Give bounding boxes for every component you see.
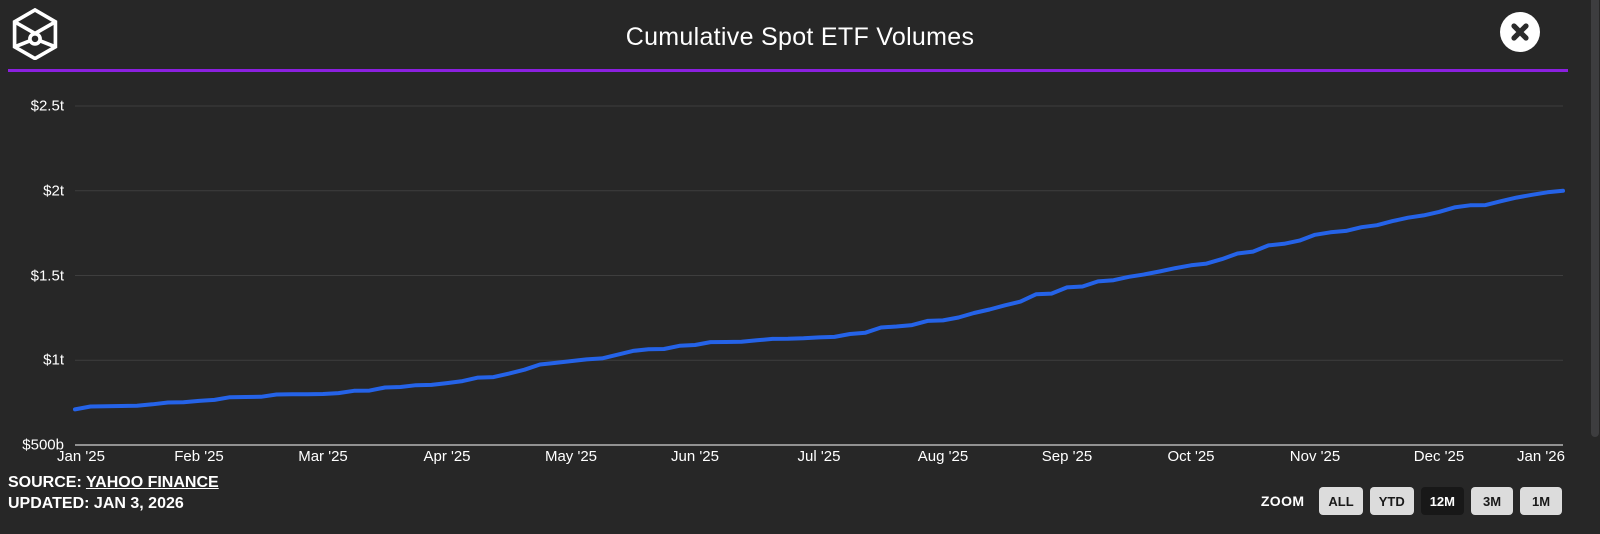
zoom-option-all[interactable]: ALL (1319, 487, 1363, 515)
y-axis-tick-label: $2.5t (30, 97, 64, 115)
y-axis-tick-label: $2t (43, 182, 64, 200)
x-axis-tick-label: Nov '25 (1289, 448, 1341, 465)
x-axis-tick-label: Jun '25 (671, 448, 719, 465)
zoom-controls: ZOOM ALL YTD 12M 3M 1M (1261, 487, 1562, 515)
x-axis-tick-label: Feb '25 (174, 448, 224, 465)
source-line: SOURCE: YAHOO FINANCE (8, 472, 219, 493)
the-block-cube-logo (12, 8, 58, 60)
updated-line: UPDATED: JAN 3, 2026 (8, 495, 184, 512)
x-axis-tick-label: Dec '25 (1413, 448, 1465, 465)
scrollbar-track (1590, 0, 1600, 534)
x-axis-tick-label: Jan '26 (1517, 448, 1565, 465)
zoom-option-ytd[interactable]: YTD (1369, 487, 1414, 515)
x-axis-tick-label: Apr '25 (423, 448, 471, 465)
source-attribution: SOURCE: YAHOO FINANCE UPDATED: JAN 3, 20… (8, 472, 219, 514)
y-axis-tick-label: $1t (43, 351, 64, 369)
zoom-option-1m[interactable]: 1M (1520, 487, 1562, 515)
y-axis-tick-label: $500b (22, 436, 64, 454)
x-axis-tick-label: Mar '25 (298, 448, 348, 465)
scrollbar-thumb[interactable] (1591, 0, 1599, 437)
source-label: SOURCE: (8, 474, 82, 491)
source-link[interactable]: YAHOO FINANCE (85, 474, 219, 491)
accent-divider (8, 69, 1568, 72)
close-icon (1511, 23, 1529, 41)
x-axis-tick-label: Aug '25 (917, 448, 969, 465)
close-button[interactable] (1500, 12, 1540, 52)
x-axis-tick-label: Oct '25 (1167, 448, 1215, 465)
zoom-option-12m[interactable]: 12M (1420, 487, 1464, 515)
x-axis-tick-label: Jan '25 (57, 448, 105, 465)
data-line-series (73, 188, 1565, 412)
zoom-option-3m[interactable]: 3M (1471, 487, 1513, 515)
page-title: Cumulative Spot ETF Volumes (625, 22, 975, 51)
zoom-label: ZOOM (1260, 493, 1305, 509)
x-axis-tick-label: Sep '25 (1041, 448, 1093, 465)
y-axis-tick-label: $1.5t (30, 267, 64, 284)
x-axis-tick-label: May '25 (544, 448, 598, 465)
x-axis-tick-label: Jul '25 (797, 448, 841, 465)
